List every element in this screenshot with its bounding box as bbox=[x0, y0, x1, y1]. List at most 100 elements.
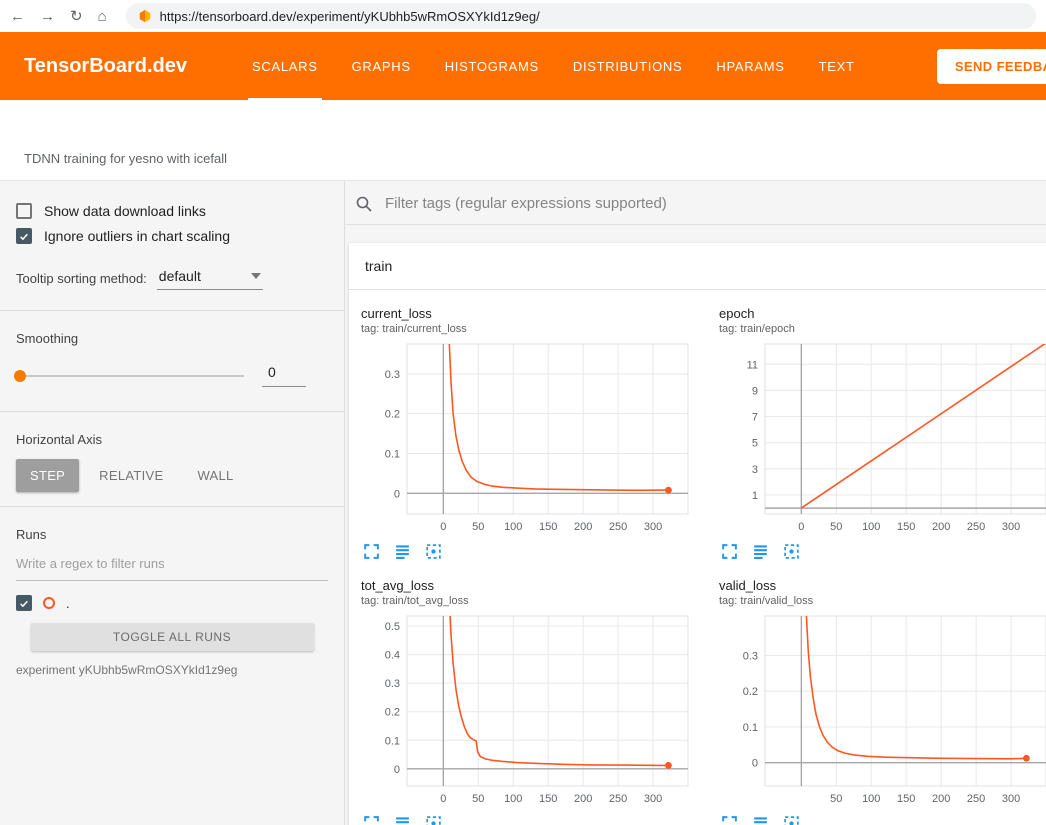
back-icon[interactable]: ← bbox=[10, 9, 25, 24]
chart-actions bbox=[361, 815, 709, 825]
divider bbox=[0, 310, 344, 311]
data-series-icon[interactable] bbox=[752, 815, 769, 825]
chart-card-valid_loss: valid_losstag: train/valid_loss501001502… bbox=[719, 578, 1046, 825]
expand-chart-icon[interactable] bbox=[721, 815, 738, 825]
chart-card-tot_avg_loss: tot_avg_losstag: train/tot_avg_loss05010… bbox=[361, 578, 709, 825]
svg-text:300: 300 bbox=[1002, 521, 1020, 533]
tab-text[interactable]: TEXT bbox=[802, 32, 872, 100]
app-header: TensorBoard.dev SCALARS GRAPHS HISTOGRAM… bbox=[0, 32, 1046, 100]
group-header-train[interactable]: train bbox=[349, 243, 1046, 290]
expand-chart-icon[interactable] bbox=[363, 543, 380, 560]
tab-scalars[interactable]: SCALARS bbox=[235, 32, 335, 100]
svg-text:50: 50 bbox=[830, 793, 842, 805]
chart-actions bbox=[719, 815, 1046, 825]
svg-text:50: 50 bbox=[830, 521, 842, 533]
axis-relative-button[interactable]: RELATIVE bbox=[85, 459, 177, 492]
checkbox-checked-icon bbox=[16, 228, 32, 244]
smoothing-value-input[interactable]: 0 bbox=[262, 364, 306, 387]
divider bbox=[0, 506, 344, 507]
experiment-title: TDNN training for yesno with icefall bbox=[24, 151, 227, 166]
svg-text:0.2: 0.2 bbox=[743, 686, 758, 698]
svg-text:0: 0 bbox=[798, 521, 804, 533]
svg-text:0.3: 0.3 bbox=[743, 650, 758, 662]
svg-text:200: 200 bbox=[932, 521, 950, 533]
horizontal-axis-label: Horizontal Axis bbox=[16, 432, 328, 447]
ignore-outliers-checkbox[interactable]: Ignore outliers in chart scaling bbox=[16, 228, 328, 244]
svg-text:150: 150 bbox=[539, 793, 557, 805]
tooltip-sorting-value: default bbox=[159, 268, 201, 284]
smoothing-row: 0 bbox=[16, 364, 328, 387]
send-feedback-button[interactable]: SEND FEEDBACK bbox=[937, 49, 1046, 84]
show-download-links-checkbox[interactable]: Show data download links bbox=[16, 203, 328, 219]
run-checkbox-checked-icon[interactable] bbox=[16, 595, 32, 611]
svg-text:0.1: 0.1 bbox=[385, 448, 400, 460]
fit-domain-icon[interactable] bbox=[425, 543, 442, 560]
tab-graphs[interactable]: GRAPHS bbox=[335, 32, 428, 100]
tooltip-sorting-row: Tooltip sorting method: default bbox=[16, 266, 328, 290]
main-content: train current_losstag: train/current_los… bbox=[345, 181, 1046, 825]
chart-title: current_loss bbox=[361, 306, 709, 321]
svg-text:0.2: 0.2 bbox=[385, 707, 400, 719]
axis-wall-button[interactable]: WALL bbox=[183, 459, 247, 492]
slider-knob[interactable] bbox=[14, 370, 26, 382]
data-series-icon[interactable] bbox=[752, 543, 769, 560]
address-bar[interactable]: https://tensorboard.dev/experiment/yKUbh… bbox=[126, 3, 1036, 29]
experiment-bar: TDNN training for yesno with icefall bbox=[0, 100, 1046, 180]
run-name: . bbox=[66, 596, 70, 611]
svg-text:300: 300 bbox=[1002, 793, 1020, 805]
svg-text:1: 1 bbox=[752, 490, 758, 502]
smoothing-slider[interactable] bbox=[16, 375, 244, 377]
tag-filter-input[interactable] bbox=[383, 194, 1046, 213]
checkbox-unchecked-icon bbox=[16, 203, 32, 219]
svg-text:0.5: 0.5 bbox=[385, 621, 400, 633]
expand-chart-icon[interactable] bbox=[721, 543, 738, 560]
runs-label: Runs bbox=[16, 527, 328, 542]
tab-histograms[interactable]: HISTOGRAMS bbox=[428, 32, 556, 100]
svg-text:100: 100 bbox=[862, 793, 880, 805]
data-series-icon[interactable] bbox=[394, 543, 411, 560]
chart-card-epoch: epochtag: train/epoch0501001502002503001… bbox=[719, 306, 1046, 560]
tab-hparams[interactable]: HPARAMS bbox=[699, 32, 801, 100]
chevron-down-icon bbox=[251, 273, 261, 279]
forward-icon[interactable]: → bbox=[40, 9, 55, 24]
svg-text:100: 100 bbox=[504, 521, 522, 533]
expand-chart-icon[interactable] bbox=[363, 815, 380, 825]
svg-text:250: 250 bbox=[967, 521, 985, 533]
home-icon[interactable]: ⌂ bbox=[98, 9, 107, 24]
chart-card-current_loss: current_losstag: train/current_loss05010… bbox=[361, 306, 709, 560]
svg-text:150: 150 bbox=[897, 793, 915, 805]
run-isolator-icon[interactable] bbox=[43, 597, 55, 609]
svg-text:100: 100 bbox=[504, 793, 522, 805]
data-series-icon[interactable] bbox=[394, 815, 411, 825]
svg-text:0.3: 0.3 bbox=[385, 678, 400, 690]
chart-actions bbox=[361, 543, 709, 560]
svg-text:11: 11 bbox=[747, 359, 758, 371]
tab-distributions[interactable]: DISTRIBUTIONS bbox=[556, 32, 700, 100]
tag-filter-row bbox=[345, 181, 1046, 225]
svg-text:0.1: 0.1 bbox=[385, 735, 400, 747]
reload-icon[interactable]: ↻ bbox=[70, 9, 83, 24]
browser-chrome: ← → ↻ ⌂ https://tensorboard.dev/experime… bbox=[0, 0, 1046, 32]
svg-text:0.1: 0.1 bbox=[743, 722, 758, 734]
svg-text:50: 50 bbox=[472, 521, 484, 533]
tooltip-sorting-dropdown[interactable]: default bbox=[157, 266, 263, 290]
fit-domain-icon[interactable] bbox=[425, 815, 442, 825]
smoothing-label: Smoothing bbox=[16, 331, 328, 346]
chart-title: epoch bbox=[719, 306, 1046, 321]
fit-domain-icon[interactable] bbox=[783, 815, 800, 825]
checkbox-label: Ignore outliers in chart scaling bbox=[44, 228, 230, 244]
chart-tag: tag: train/tot_avg_loss bbox=[361, 595, 709, 607]
axis-step-button[interactable]: STEP bbox=[16, 459, 79, 492]
svg-text:0.4: 0.4 bbox=[385, 650, 400, 662]
svg-text:5: 5 bbox=[752, 438, 758, 450]
experiment-id-label: experiment yKUbhb5wRmOSXYkId1z9eg bbox=[16, 663, 328, 677]
svg-text:0.3: 0.3 bbox=[385, 369, 400, 381]
fit-domain-icon[interactable] bbox=[783, 543, 800, 560]
runs-filter-input[interactable] bbox=[16, 556, 328, 581]
svg-text:200: 200 bbox=[574, 521, 592, 533]
tooltip-sorting-label: Tooltip sorting method: bbox=[16, 271, 147, 286]
toggle-all-runs-button[interactable]: TOGGLE ALL RUNS bbox=[31, 623, 314, 651]
svg-text:0: 0 bbox=[394, 764, 400, 776]
url-text: https://tensorboard.dev/experiment/yKUbh… bbox=[160, 9, 540, 24]
main-nav: SCALARS GRAPHS HISTOGRAMS DISTRIBUTIONS … bbox=[235, 32, 872, 100]
